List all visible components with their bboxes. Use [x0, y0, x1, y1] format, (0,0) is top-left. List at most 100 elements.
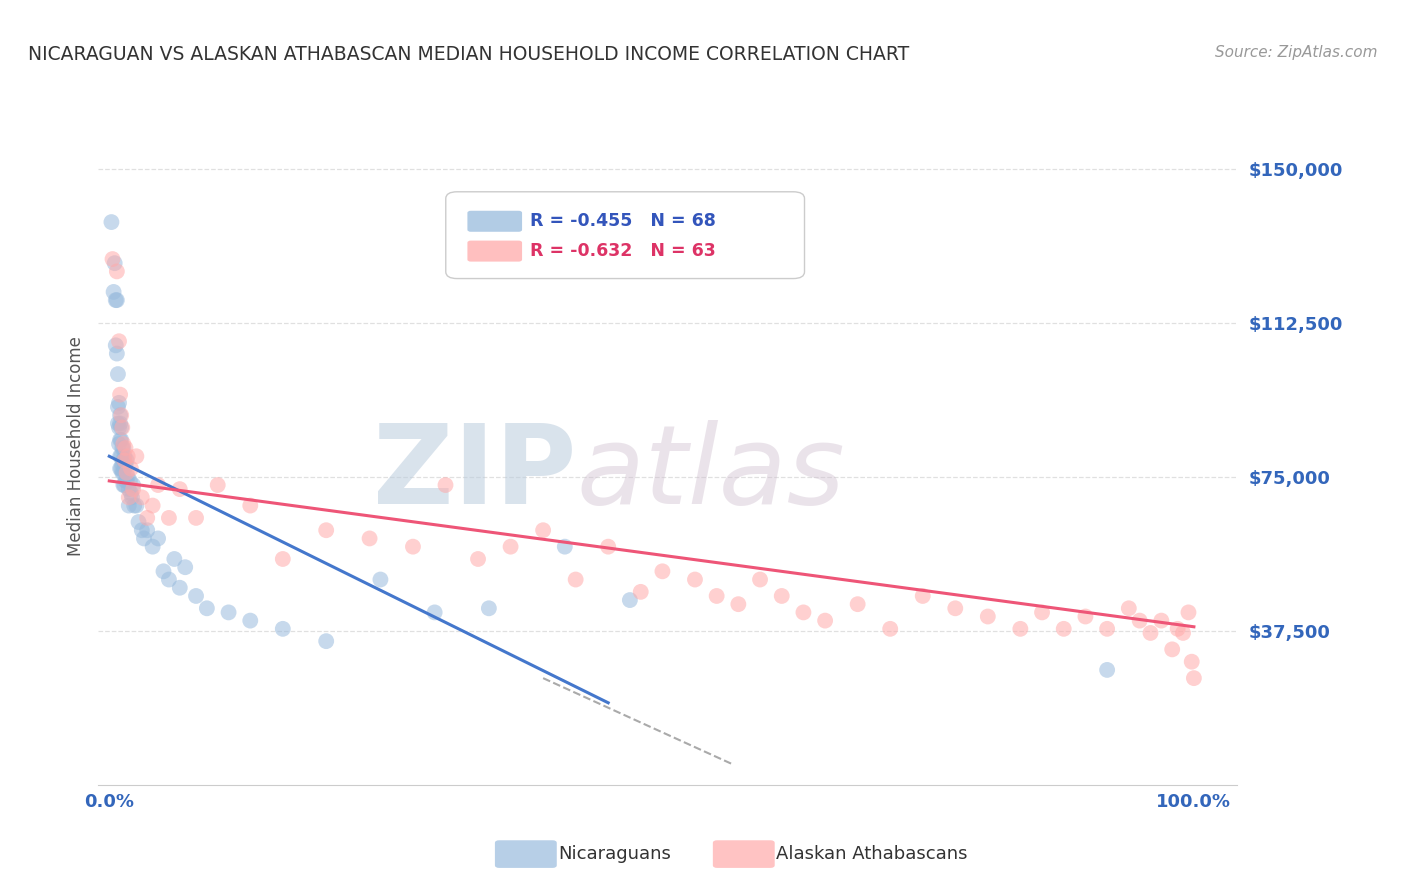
Point [271, 622, 294, 636]
Point [125, 450, 148, 464]
Point [122, 478, 145, 492]
Point [1161, 642, 1184, 657]
Point [184, 511, 207, 525]
Point [118, 474, 141, 488]
Point [554, 540, 576, 554]
Point [131, 491, 153, 505]
Point [121, 491, 143, 505]
Point [467, 552, 489, 566]
Point [118, 491, 141, 505]
Point [271, 552, 294, 566]
Point [1182, 671, 1205, 685]
Point [1181, 655, 1204, 669]
Point [128, 515, 150, 529]
Point [977, 609, 1000, 624]
Point [118, 499, 141, 513]
Point [1118, 601, 1140, 615]
Point [564, 573, 586, 587]
Point [598, 540, 620, 554]
Point [107, 367, 129, 381]
Point [111, 441, 134, 455]
Point [108, 433, 131, 447]
Point [117, 470, 139, 484]
Point [103, 285, 125, 299]
Point [195, 601, 218, 615]
Point [115, 474, 138, 488]
Point [1129, 614, 1152, 628]
Point [112, 453, 135, 467]
Point [110, 461, 132, 475]
Point [114, 474, 136, 488]
Point [157, 511, 180, 525]
Point [108, 396, 131, 410]
Point [114, 450, 136, 464]
Point [117, 450, 139, 464]
Point [114, 461, 136, 475]
Point [1010, 622, 1032, 636]
Point [619, 593, 641, 607]
Point [114, 453, 136, 467]
Point [706, 589, 728, 603]
Point [1053, 622, 1076, 636]
Text: Source: ZipAtlas.com: Source: ZipAtlas.com [1215, 45, 1378, 60]
Point [370, 573, 392, 587]
Point [1167, 622, 1189, 636]
Point [157, 573, 180, 587]
Point [1095, 663, 1118, 677]
Point [100, 215, 122, 229]
Point [108, 334, 131, 349]
Point [132, 532, 155, 546]
Point [1095, 622, 1118, 636]
Point [169, 482, 191, 496]
Point [531, 523, 554, 537]
Point [108, 437, 131, 451]
Point [122, 482, 145, 496]
Point [112, 437, 135, 451]
Point [108, 450, 131, 464]
Point [184, 589, 207, 603]
Point [118, 482, 141, 496]
Point [1139, 626, 1161, 640]
Point [142, 499, 165, 513]
Text: R = -0.632   N = 63: R = -0.632 N = 63 [530, 242, 716, 260]
Point [434, 478, 457, 492]
Text: R = -0.455   N = 68: R = -0.455 N = 68 [530, 212, 716, 230]
Point [104, 293, 127, 307]
Text: Nicaraguans: Nicaraguans [558, 845, 671, 863]
Point [104, 256, 127, 270]
Point [163, 552, 186, 566]
FancyBboxPatch shape [446, 192, 804, 278]
Point [879, 622, 901, 636]
Point [423, 606, 446, 620]
Point [110, 408, 132, 422]
Point [104, 338, 127, 352]
FancyBboxPatch shape [467, 241, 522, 261]
Point [120, 486, 142, 500]
Point [814, 614, 837, 628]
Point [792, 606, 814, 620]
Point [105, 293, 128, 307]
Point [108, 461, 131, 475]
Point [136, 511, 159, 525]
Point [146, 532, 169, 546]
Point [112, 466, 135, 480]
Point [114, 458, 136, 472]
Point [115, 453, 138, 467]
Point [651, 564, 673, 578]
Point [131, 523, 153, 537]
FancyBboxPatch shape [467, 211, 522, 232]
Point [111, 458, 134, 472]
Point [108, 420, 131, 434]
Point [112, 441, 135, 455]
Point [110, 420, 132, 434]
Point [402, 540, 425, 554]
Y-axis label: Median Household Income: Median Household Income [66, 336, 84, 556]
Point [101, 252, 124, 266]
Point [174, 560, 197, 574]
Point [115, 466, 138, 480]
Point [114, 478, 136, 492]
Point [1171, 626, 1194, 640]
Point [111, 466, 134, 480]
Point [105, 346, 128, 360]
Point [111, 420, 134, 434]
